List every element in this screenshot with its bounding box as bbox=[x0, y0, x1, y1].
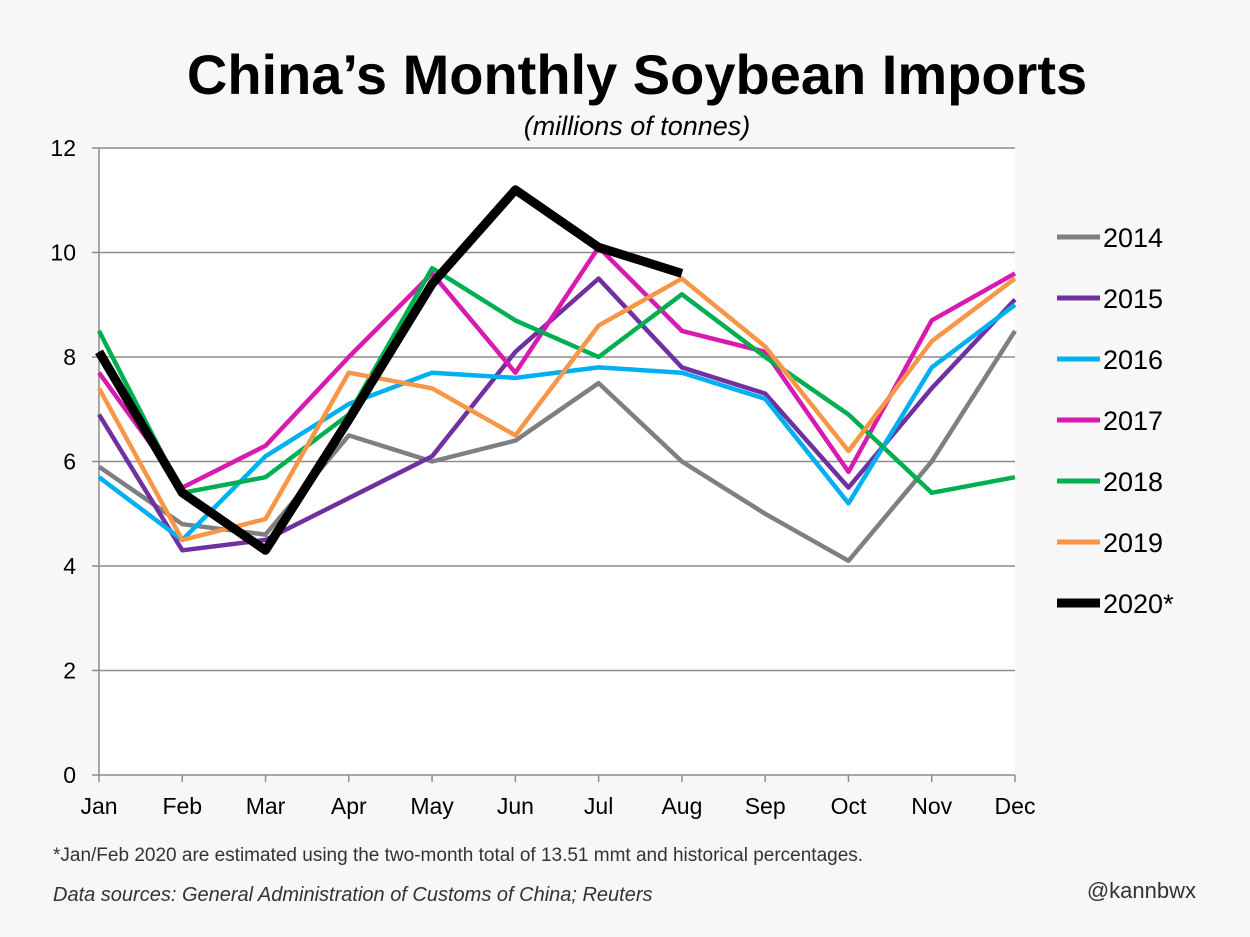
y-tick-label: 4 bbox=[63, 553, 76, 579]
x-tick-label: Jan bbox=[80, 793, 117, 819]
x-tick-label: Oct bbox=[831, 793, 867, 819]
legend-label: 2015 bbox=[1103, 284, 1163, 314]
x-tick-label: Jun bbox=[497, 793, 534, 819]
series-line-2020 bbox=[95, 185, 684, 555]
y-tick-label: 6 bbox=[63, 449, 76, 475]
legend: 2014 2015 2016 2017 2018 2019 2020* bbox=[1057, 223, 1174, 619]
gridlines bbox=[99, 147, 1015, 672]
x-tick-label: Mar bbox=[246, 793, 286, 819]
series-line-2017 bbox=[97, 245, 1017, 490]
y-tick-label: 10 bbox=[50, 240, 76, 266]
x-axis-ticks: Jan Feb Mar Apr May Jun Jul Aug Sep Oct Nov Dec bbox=[80, 793, 1035, 819]
chart-title: China’s Monthly Soybean Imports bbox=[187, 43, 1087, 106]
y-axis-ticks: 0 2 4 6 8 10 12 bbox=[50, 135, 76, 788]
x-tick-label: May bbox=[410, 793, 454, 819]
legend-label: 2017 bbox=[1103, 406, 1163, 436]
y-tick-label: 2 bbox=[63, 658, 76, 684]
series-line-2016 bbox=[97, 303, 1017, 543]
x-tick-label: Jul bbox=[584, 793, 613, 819]
footnote: *Jan/Feb 2020 are estimated using the tw… bbox=[53, 845, 863, 866]
axes bbox=[92, 147, 1016, 782]
x-tick-label: Aug bbox=[661, 793, 702, 819]
x-tick-label: Nov bbox=[911, 793, 952, 819]
series-line-2019 bbox=[97, 276, 1017, 543]
legend-label: 2014 bbox=[1103, 223, 1163, 253]
y-tick-label: 8 bbox=[63, 344, 76, 370]
credit-handle: @kannbwx bbox=[1087, 878, 1196, 903]
y-tick-label: 0 bbox=[63, 762, 76, 788]
x-tick-label: Dec bbox=[995, 793, 1036, 819]
legend-label: 2020* bbox=[1103, 589, 1174, 619]
y-tick-label: 12 bbox=[50, 135, 76, 161]
legend-label: 2019 bbox=[1103, 528, 1163, 558]
series-line-2018 bbox=[96, 265, 1016, 496]
x-tick-label: Apr bbox=[331, 793, 367, 819]
x-tick-label: Feb bbox=[162, 793, 202, 819]
chart-subtitle: (millions of tonnes) bbox=[524, 111, 751, 141]
data-source: Data sources: General Administration of … bbox=[53, 884, 653, 906]
legend-label: 2016 bbox=[1103, 345, 1163, 375]
legend-label: 2018 bbox=[1103, 467, 1163, 497]
series-lines bbox=[95, 185, 1017, 564]
series-line-2014 bbox=[97, 329, 1017, 564]
x-tick-label: Sep bbox=[745, 793, 786, 819]
